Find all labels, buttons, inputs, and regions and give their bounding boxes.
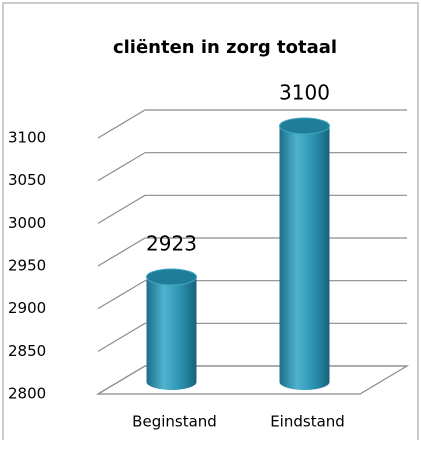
grid-line bbox=[97, 152, 407, 182]
y-tick-label: 2850 bbox=[8, 342, 46, 360]
y-tick-label: 3100 bbox=[8, 129, 46, 147]
y-tick-label: 3050 bbox=[8, 171, 46, 189]
y-tick-label: 2800 bbox=[8, 385, 46, 403]
chart-title: cliënten in zorg totaal bbox=[113, 37, 337, 58]
y-tick-label: 2950 bbox=[8, 257, 46, 275]
x-tick-label: Beginstand bbox=[132, 413, 217, 431]
x-tick-label: Eindstand bbox=[270, 413, 345, 431]
bar bbox=[146, 269, 197, 390]
value-label: 2923 bbox=[146, 232, 197, 256]
value-label: 3100 bbox=[279, 81, 330, 105]
bar-top bbox=[279, 117, 330, 135]
grid-line bbox=[97, 109, 407, 139]
chart-border bbox=[2, 2, 419, 440]
y-tick-label: 2900 bbox=[8, 299, 46, 317]
bar-top bbox=[146, 268, 197, 286]
grid-line bbox=[97, 194, 407, 224]
grid-line bbox=[97, 237, 407, 267]
grid-line bbox=[97, 322, 407, 352]
grid-line bbox=[97, 365, 407, 395]
bar bbox=[279, 118, 330, 390]
floor bbox=[95, 365, 410, 395]
grid-line bbox=[97, 280, 407, 310]
y-tick-label: 3000 bbox=[8, 214, 46, 232]
